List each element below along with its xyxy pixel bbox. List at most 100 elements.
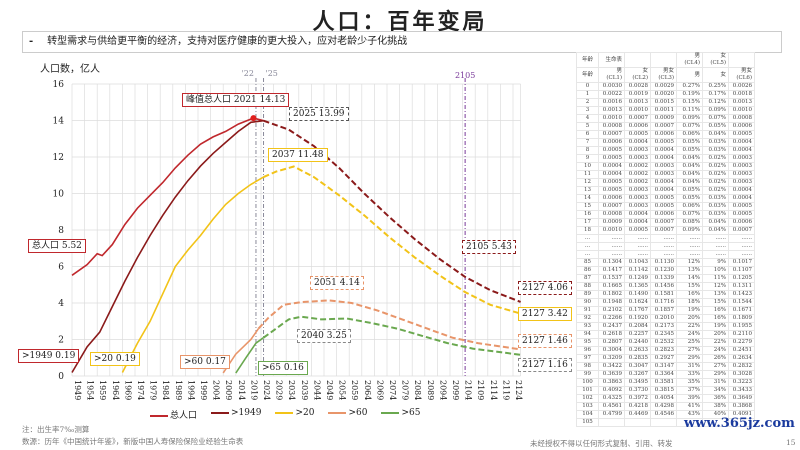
x-tick-label: 2069: [375, 380, 384, 400]
data-callout: >65 0.16: [258, 361, 308, 375]
table-cell: ......: [728, 250, 755, 259]
data-callout: 2127 1.16: [518, 358, 572, 372]
table-cell: 0.02%: [702, 186, 729, 195]
table-cell: 0.4325: [598, 394, 625, 403]
table-cell: [728, 418, 755, 427]
table-cell: 男(CL4): [676, 52, 703, 68]
table-cell: 0.1205: [728, 274, 755, 283]
x-tick-label: 2019: [249, 380, 258, 400]
table-cell: 39%: [676, 394, 703, 403]
table-cell: 0.1955: [728, 322, 755, 331]
table-cell: 24%: [702, 346, 729, 355]
table-cell: 88: [576, 282, 599, 291]
table-cell: 4: [576, 114, 599, 123]
table-cell: 22%: [676, 322, 703, 331]
table-cell: 91: [576, 306, 599, 315]
table-cell: 0.1339: [650, 274, 677, 283]
table-cell: 0.04%: [676, 154, 703, 163]
table-cell: 0.05%: [676, 146, 703, 155]
table-cell: 14%: [676, 274, 703, 283]
x-tick-label: 1954: [86, 380, 95, 400]
table-cell: [624, 418, 651, 427]
table-cell: 103: [576, 402, 599, 411]
table-cell: 86: [576, 266, 599, 275]
table-cell: 0.0008: [598, 122, 625, 131]
table-cell: 0.3209: [598, 354, 625, 363]
table-cell: 0.0002: [624, 162, 651, 171]
x-tick-label: 1964: [111, 380, 120, 400]
table-cell: 生命表: [598, 52, 625, 68]
table-row: 15 0.0007 0.0003 0.0005 0.06% 0.03% 0.0005: [576, 202, 755, 211]
data-callout: >20 0.19: [90, 352, 140, 366]
table-cell: 0.25%: [702, 82, 729, 91]
table-cell: ......: [676, 250, 703, 259]
y-tick-label: 2: [58, 336, 64, 346]
table-row: 89 0.1802 0.1490 0.1581 16% 13% 0.1423: [576, 290, 755, 299]
table-cell: 0.0003: [728, 162, 755, 171]
table-cell: 100: [576, 378, 599, 387]
table-cell: 94: [576, 330, 599, 339]
data-callout: 2040 3.25: [297, 329, 351, 343]
series-line-projected: [262, 315, 521, 356]
disclaimer: 未经授权不得以任何形式复制、引用、转发: [530, 439, 673, 448]
table-cell: 12: [576, 178, 599, 187]
life-table: 年龄 生命表 男(CL4) 女(CL5) 年龄 男(CL1) 女(CL2) 男女(CL3) 男女…: [576, 52, 755, 427]
slide-title: 人口：百年变局: [312, 9, 488, 35]
table-cell: 0.4092: [598, 386, 625, 395]
table-cell: 93: [576, 322, 599, 331]
table-cell: 0.0013: [728, 98, 755, 107]
source: 数源：历年《中国统计年鉴》，新版中国人寿保险保险业经验生命表: [22, 437, 244, 446]
table-cell: 18: [576, 226, 599, 235]
table-cell: 87: [576, 274, 599, 283]
table-cell: 0.0004: [728, 194, 755, 203]
table-cell: 0.0022: [598, 90, 625, 99]
table-cell: 0.0005: [598, 178, 625, 187]
x-tick-label: 2034: [287, 380, 296, 400]
table-cell: 0.04%: [676, 178, 703, 187]
table-row: 16 0.0008 0.0004 0.0006 0.07% 0.03% 0.0005: [576, 210, 755, 219]
x-tick-label: 2064: [363, 380, 372, 400]
table-cell: 25%: [676, 338, 703, 347]
table-cell: 0.4561: [598, 402, 625, 411]
table-cell: 11: [576, 170, 599, 179]
table-row: 11 0.0004 0.0002 0.0003 0.04% 0.02% 0.0003: [576, 170, 755, 179]
y-tick-label: 4: [58, 299, 64, 309]
table-cell: 0.03%: [702, 194, 729, 203]
watermark: www.365jz.com: [684, 416, 795, 431]
table-row: 17 0.0009 0.0004 0.0007 0.08% 0.04% 0.0006: [576, 218, 755, 227]
x-tick-label: 2104: [464, 380, 473, 400]
table-cell: 0.04%: [702, 218, 729, 227]
table-cell: 0.03%: [702, 202, 729, 211]
x-tick-label: 2004: [212, 380, 221, 400]
table-cell: 0.0002: [624, 170, 651, 179]
table-cell: ...: [576, 242, 599, 251]
table-cell: 0.0003: [728, 170, 755, 179]
table-cell: 0.1809: [728, 314, 755, 323]
table-cell: 0.27%: [676, 82, 703, 91]
data-callout: 2025 13.99: [289, 107, 349, 121]
table-cell: 0.0015: [650, 98, 677, 107]
table-cell: ......: [702, 242, 729, 251]
y-tick-label: 6: [58, 263, 64, 273]
table-row: 100 0.3863 0.3495 0.3581 35% 31% 0.3223: [576, 378, 755, 387]
table-cell: ......: [728, 234, 755, 243]
table-cell: 0.0003: [624, 202, 651, 211]
table-cell: 0.0010: [598, 226, 625, 235]
table-cell: 0.0019: [624, 90, 651, 99]
table-row: 2 0.0016 0.0013 0.0015 0.15% 0.12% 0.0013: [576, 98, 755, 107]
table-cell: 0.2532: [650, 338, 677, 347]
table-cell: 0.0007: [650, 122, 677, 131]
table-cell: 0.02%: [702, 178, 729, 187]
table-cell: ......: [650, 250, 677, 259]
legend-label: >65: [401, 408, 421, 418]
table-cell: 0.0018: [728, 90, 755, 99]
table-cell: 9: [576, 154, 599, 163]
x-tick-label: 2044: [312, 380, 321, 400]
table-row: 5 0.0008 0.0006 0.0007 0.07% 0.05% 0.0006: [576, 122, 755, 131]
table-cell: 0.2279: [728, 338, 755, 347]
table-cell: 0.1671: [728, 306, 755, 315]
table-cell: 0.0003: [650, 170, 677, 179]
data-callout: 2105 5.43: [462, 240, 516, 254]
table-cell: 0.0004: [728, 138, 755, 147]
table-cell: ......: [624, 242, 651, 251]
